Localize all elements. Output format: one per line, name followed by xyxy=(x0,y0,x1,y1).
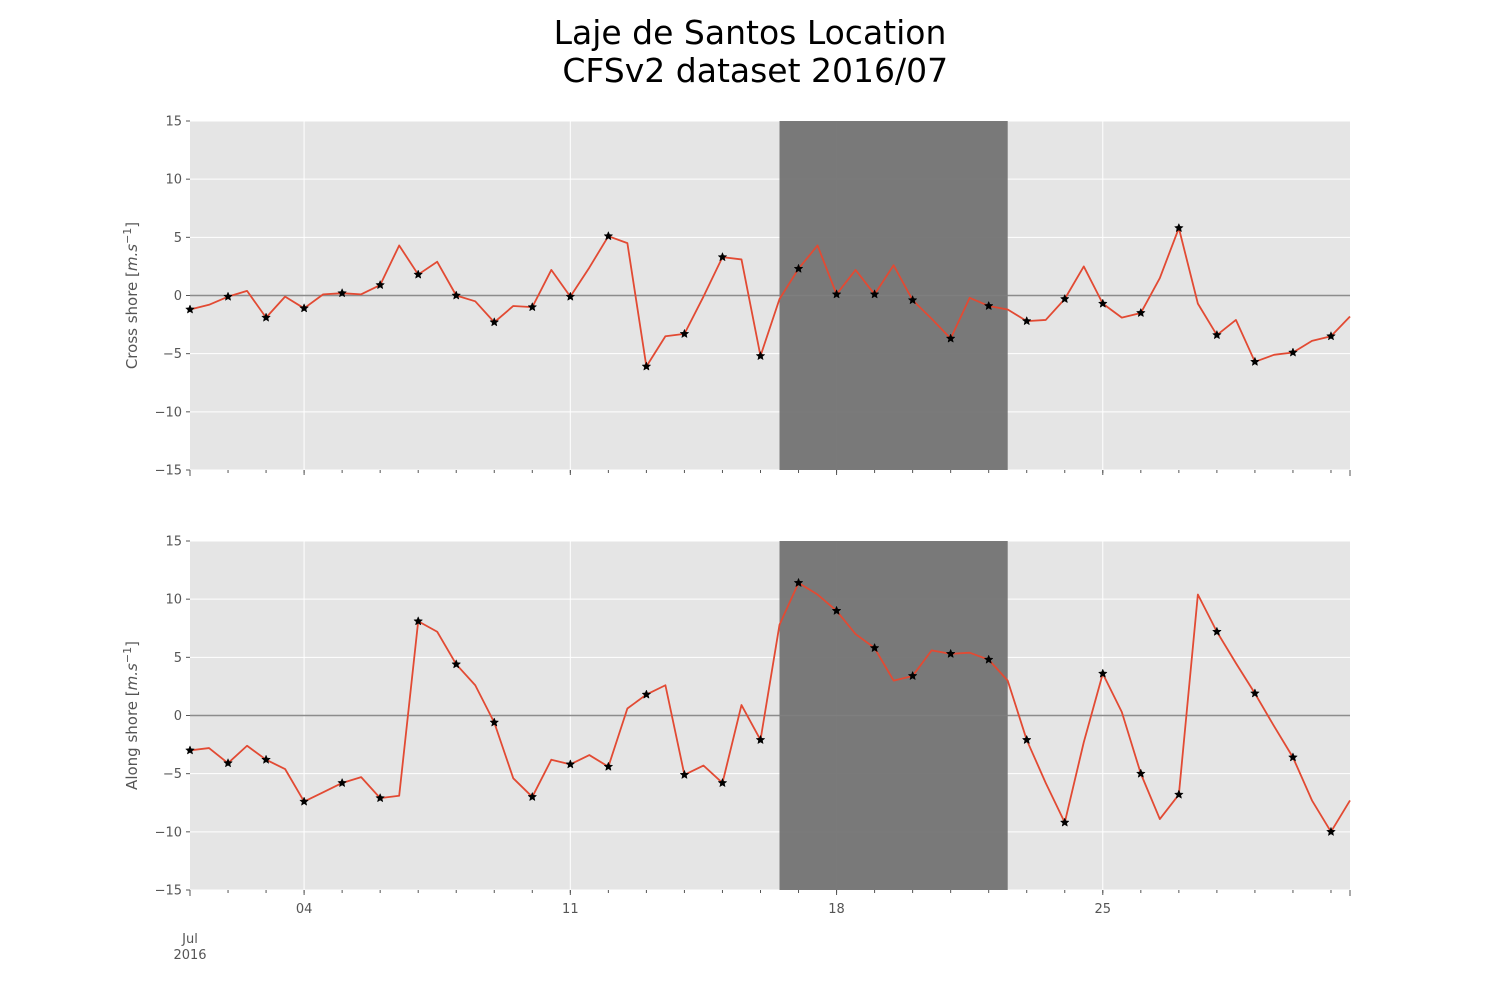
cross-shore-data-point xyxy=(337,288,348,298)
along-shore-data-point xyxy=(831,605,842,615)
along-shore-data-point xyxy=(641,689,652,699)
along-shore-data-point xyxy=(185,745,195,755)
cross-shore-data-point xyxy=(451,290,462,300)
along-shore-data-point xyxy=(527,791,538,802)
along-shore-xtick-label: 18 xyxy=(828,902,845,917)
cross-shore-ytick-label: −5 xyxy=(163,347,182,362)
cross-shore-data-point xyxy=(299,303,310,313)
along-shore-xtick-label: 04 xyxy=(296,902,313,917)
along-shore-data-point xyxy=(1250,688,1260,698)
along-shore-data-point xyxy=(717,777,728,788)
cross-shore-data-point xyxy=(717,251,728,262)
along-shore-data-point xyxy=(983,654,994,664)
along-shore-data-point xyxy=(223,758,233,768)
along-shore-data-point xyxy=(603,761,614,771)
x-start-label-year: 2016 xyxy=(173,948,206,963)
chart-title-line-1: Laje de Santos Location xyxy=(553,13,947,52)
along-shore-ylabel: Along shore [m.s−1] xyxy=(121,641,141,790)
cross-shore-ytick-label: 0 xyxy=(174,289,182,304)
cross-shore-data-point xyxy=(1173,222,1184,233)
along-shore-data-point xyxy=(375,792,386,803)
cross-shore-ytick-label: 10 xyxy=(165,173,182,188)
cross-shore-data-point xyxy=(1097,298,1108,308)
along-shore-xtick-label: 11 xyxy=(562,902,579,917)
cross-shore-data-point xyxy=(489,317,500,327)
cross-shore-data-point xyxy=(1135,307,1146,318)
cross-shore-data-point xyxy=(793,263,804,273)
cross-shore-data-point xyxy=(869,289,880,299)
along-shore-data-point xyxy=(413,616,424,626)
cross-shore-data-point xyxy=(1288,347,1298,357)
along-shore-ytick-label: −5 xyxy=(163,767,182,782)
along-shore-data-point xyxy=(1135,768,1146,778)
cross-shore-ytick-label: −15 xyxy=(155,464,182,479)
cross-shore-data-point xyxy=(945,333,956,343)
cross-shore-panel: 15 10 5 0 −5 −10 −15 Cross shore [m.s−1] xyxy=(121,115,1351,479)
x-start-label-month: Jul xyxy=(181,932,198,947)
along-shore-data-point xyxy=(1288,752,1298,762)
along-shore-data-point xyxy=(1173,789,1184,799)
cross-shore-data-point xyxy=(831,289,842,299)
cross-shore-series-line xyxy=(189,227,1351,368)
along-shore-data-point xyxy=(755,734,766,745)
cross-shore-data-point xyxy=(527,301,538,312)
cross-shore-ytick-label: −10 xyxy=(155,405,182,420)
cross-shore-ytick-label: 15 xyxy=(165,115,182,130)
cross-shore-data-point xyxy=(1021,315,1032,326)
cross-shore-data-point xyxy=(223,291,233,301)
cross-shore-data-point xyxy=(1326,331,1336,341)
along-shore-data-point xyxy=(261,754,271,764)
along-shore-data-point xyxy=(679,769,690,779)
along-shore-data-point xyxy=(907,670,918,681)
along-shore-data-point xyxy=(869,642,880,653)
along-shore-data-point xyxy=(489,717,500,727)
along-shore-ytick-label: 0 xyxy=(174,709,182,724)
along-shore-xtick-label: 25 xyxy=(1095,902,1112,917)
cross-shore-data-point xyxy=(185,304,195,314)
cross-shore-data-point xyxy=(641,361,652,371)
along-shore-data-point xyxy=(793,577,804,588)
along-shore-data-point xyxy=(337,777,348,788)
cross-shore-data-point xyxy=(565,291,576,301)
cross-shore-ylabel: Cross shore [m.s−1] xyxy=(121,222,141,369)
along-shore-ytick-label: 15 xyxy=(165,535,182,550)
cross-shore-data-point xyxy=(261,312,271,322)
along-shore-ytick-label: 5 xyxy=(174,651,182,666)
along-shore-ytick-label: −10 xyxy=(155,825,182,840)
along-shore-data-point xyxy=(1326,826,1336,836)
along-shore-data-point xyxy=(1021,734,1032,745)
cross-shore-data-point xyxy=(603,231,614,241)
cross-shore-data-point xyxy=(679,328,690,339)
cross-shore-data-point xyxy=(1059,293,1070,304)
along-shore-data-point xyxy=(451,659,462,669)
chart-title: Laje de Santos Location CFSv2 dataset 20… xyxy=(0,14,1500,90)
cross-shore-data-point xyxy=(1211,329,1222,340)
cross-shore-ytick-label: 5 xyxy=(174,231,182,246)
along-shore-data-point xyxy=(299,796,310,806)
along-shore-ytick-label: 10 xyxy=(165,593,182,608)
along-shore-ytick-label: −15 xyxy=(155,884,182,899)
cross-shore-data-point xyxy=(413,269,424,279)
along-shore-data-point xyxy=(1059,817,1070,827)
chart-title-line-2: CFSv2 dataset 2016/07 xyxy=(551,51,949,90)
cross-shore-data-point xyxy=(755,350,766,361)
cross-shore-data-point xyxy=(907,294,918,305)
along-shore-data-point xyxy=(565,759,576,769)
cross-shore-data-point xyxy=(983,300,994,311)
cross-shore-data-point xyxy=(375,279,386,290)
along-shore-data-point xyxy=(945,648,956,659)
along-shore-data-point xyxy=(1097,668,1108,678)
along-shore-data-point xyxy=(1211,626,1222,636)
cross-shore-data-point xyxy=(1250,356,1260,366)
